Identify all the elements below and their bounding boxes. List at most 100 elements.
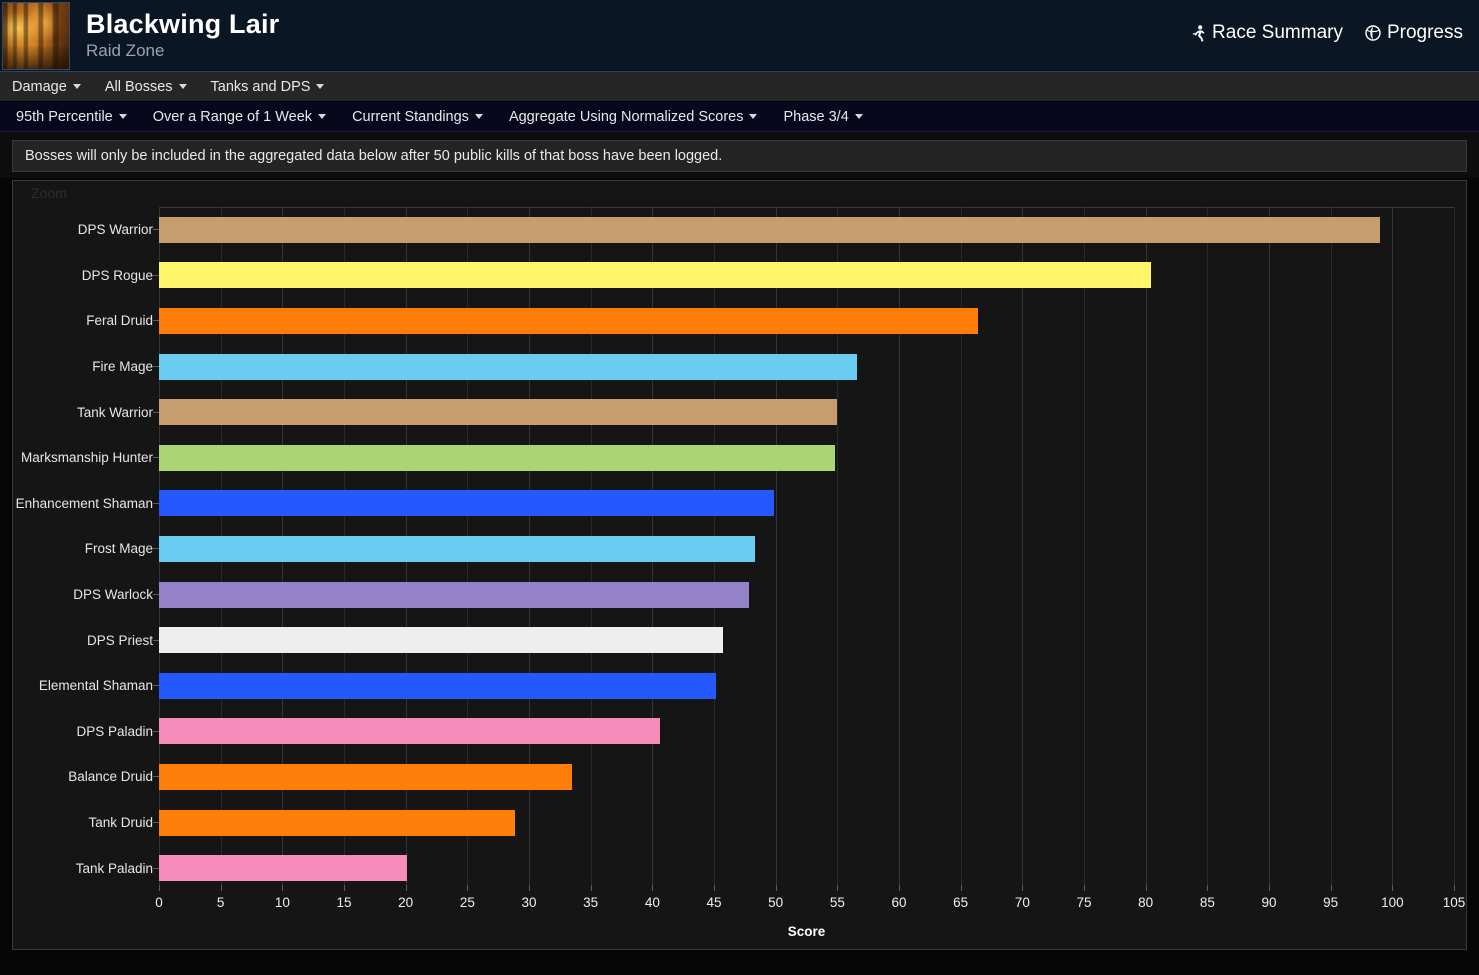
y-axis-tick: [153, 411, 159, 413]
nav-race-summary[interactable]: Race Summary: [1190, 22, 1343, 44]
chart-bar-row[interactable]: Balance Druid: [68, 754, 1454, 800]
x-axis-tick-label: 15: [336, 895, 352, 910]
y-axis-tick: [153, 822, 159, 824]
chart-bar-row[interactable]: Tank Warrior: [77, 389, 1454, 435]
chart-bar-row[interactable]: Fire Mage: [92, 344, 1454, 390]
x-axis-tick: [899, 885, 900, 891]
x-axis-tick: [1330, 885, 1332, 891]
chart-bar[interactable]: [159, 672, 717, 699]
chart-bar[interactable]: [159, 535, 755, 562]
x-axis-tick-label: 10: [274, 895, 290, 910]
aggregation-dropdown[interactable]: Aggregate Using Normalized Scores: [509, 109, 758, 125]
page-header: Blackwing Lair Raid Zone Race Summary: [0, 0, 1479, 72]
chart-bar-row[interactable]: DPS Rogue: [82, 253, 1454, 299]
chevron-down-icon: [178, 84, 187, 89]
chart-bar-row[interactable]: Enhancement Shaman: [16, 481, 1454, 527]
chart-bar[interactable]: [159, 490, 775, 517]
metric-dropdown[interactable]: Damage: [12, 79, 81, 95]
chart-bar-row[interactable]: Elemental Shaman: [39, 663, 1454, 709]
x-axis-tick-label: 35: [583, 895, 599, 910]
x-axis-tick: [590, 885, 592, 891]
chart-bar[interactable]: [159, 718, 660, 745]
chart-bar-row[interactable]: Frost Mage: [85, 526, 1454, 572]
nav-progress[interactable]: Progress: [1365, 22, 1463, 44]
x-axis-tick: [1392, 885, 1394, 891]
percentile-dropdown[interactable]: 95th Percentile: [16, 109, 127, 125]
x-axis-tick-label: 40: [644, 895, 660, 910]
boss-dropdown-label: All Bosses: [104, 78, 173, 95]
chart-bar[interactable]: [159, 216, 1380, 243]
boss-dropdown[interactable]: All Bosses: [105, 79, 187, 95]
chart-bar[interactable]: [159, 307, 978, 334]
toolbar-secondary: 95th Percentile Over a Range of 1 Week C…: [0, 102, 1479, 132]
standings-dropdown[interactable]: Current Standings: [352, 109, 483, 125]
x-axis-tick: [960, 885, 962, 891]
y-axis-tick: [153, 776, 159, 778]
chart-bar-row[interactable]: DPS Warrior: [78, 207, 1454, 253]
chart-category-label: DPS Warlock: [73, 587, 153, 603]
x-axis-tick: [282, 885, 284, 891]
chart-plot-area: DPS Warrior DPS Rogue Feral Druid Fire Mage…: [16, 207, 1455, 891]
chevron-down-icon: [854, 114, 863, 119]
nav-race-summary-label: Race Summary: [1212, 22, 1343, 43]
header-titles: Blackwing Lair Raid Zone: [86, 9, 279, 62]
chart-bar[interactable]: [159, 444, 835, 471]
chart-bar-row[interactable]: Tank Druid: [88, 800, 1454, 846]
x-axis-tick: [1022, 885, 1024, 891]
aggregation-dropdown-label: Aggregate Using Normalized Scores: [508, 108, 744, 125]
nav-progress-label: Progress: [1386, 22, 1463, 43]
x-axis-tick-label: 100: [1381, 895, 1404, 910]
chart-bar-row[interactable]: Tank Paladin: [76, 845, 1454, 891]
chart-bar-row[interactable]: DPS Priest: [87, 617, 1454, 663]
chart-bar[interactable]: [159, 627, 723, 654]
role-dropdown[interactable]: Tanks and DPS: [211, 79, 325, 95]
chart-bar[interactable]: [159, 809, 516, 836]
x-axis-tick: [220, 885, 222, 891]
chart-category-label: DPS Paladin: [76, 723, 153, 739]
chart-bars: DPS Warrior DPS Rogue Feral Druid Fire Mage…: [16, 207, 1454, 891]
chart-category-label: Elemental Shaman: [38, 678, 153, 694]
x-axis-tick: [837, 885, 839, 891]
chart-bar[interactable]: [159, 763, 573, 790]
header-nav: Race Summary Progress: [1190, 22, 1463, 44]
chart-category-label: Feral Druid: [86, 313, 153, 329]
gridline: [1207, 207, 1209, 891]
chart-bar[interactable]: [159, 581, 749, 608]
chart-bar[interactable]: [159, 855, 407, 882]
x-axis-tick-label: 90: [1261, 895, 1277, 910]
chart-category-label: DPS Warrior: [77, 222, 153, 238]
chart-category-label: DPS Priest: [86, 632, 153, 648]
chart-x-axis-title: Score: [787, 924, 826, 939]
aggregation-notice: Bosses will only be included in the aggr…: [12, 140, 1467, 172]
score-chart-panel: Zoom DPS Warrior DPS Rogue Feral Druid Fire…: [12, 180, 1467, 950]
standings-dropdown-label: Current Standings: [352, 108, 469, 125]
chart-bar[interactable]: [159, 262, 1151, 289]
x-axis-tick: [1207, 885, 1209, 891]
x-axis-tick-label: 105: [1442, 895, 1466, 910]
gridline: [1392, 207, 1394, 891]
chart-bar[interactable]: [159, 353, 858, 380]
x-axis-tick-label: 50: [768, 895, 784, 910]
time-range-dropdown[interactable]: Over a Range of 1 Week: [152, 108, 327, 125]
x-axis-tick: [1454, 885, 1455, 891]
chart-bar-row[interactable]: Marksmanship Hunter: [21, 435, 1454, 481]
y-axis-tick: [153, 320, 159, 322]
x-axis-tick: [529, 885, 530, 891]
gridline: [1454, 207, 1455, 891]
chart-category-label: Tank Warrior: [76, 404, 153, 420]
chevron-down-icon: [118, 114, 127, 119]
y-axis-tick: [153, 639, 159, 641]
time-range-dropdown-label: Over a Range of 1 Week: [152, 108, 313, 125]
chart-zoom-label: Zoom: [31, 185, 67, 201]
chart-bar-row[interactable]: DPS Paladin: [76, 709, 1454, 755]
chart-bar[interactable]: [159, 399, 838, 426]
y-axis-tick: [153, 685, 159, 687]
gridline: [1269, 207, 1270, 891]
chart-bar-row[interactable]: Feral Druid: [86, 298, 1454, 344]
chart-bar-row[interactable]: DPS Warlock: [73, 572, 1454, 618]
x-axis-tick-label: 25: [459, 895, 475, 910]
phase-dropdown[interactable]: Phase 3/4: [783, 109, 863, 125]
chevron-down-icon: [474, 114, 483, 119]
x-axis-tick-label: 80: [1138, 895, 1154, 910]
chart-category-label: Fire Mage: [92, 359, 153, 375]
